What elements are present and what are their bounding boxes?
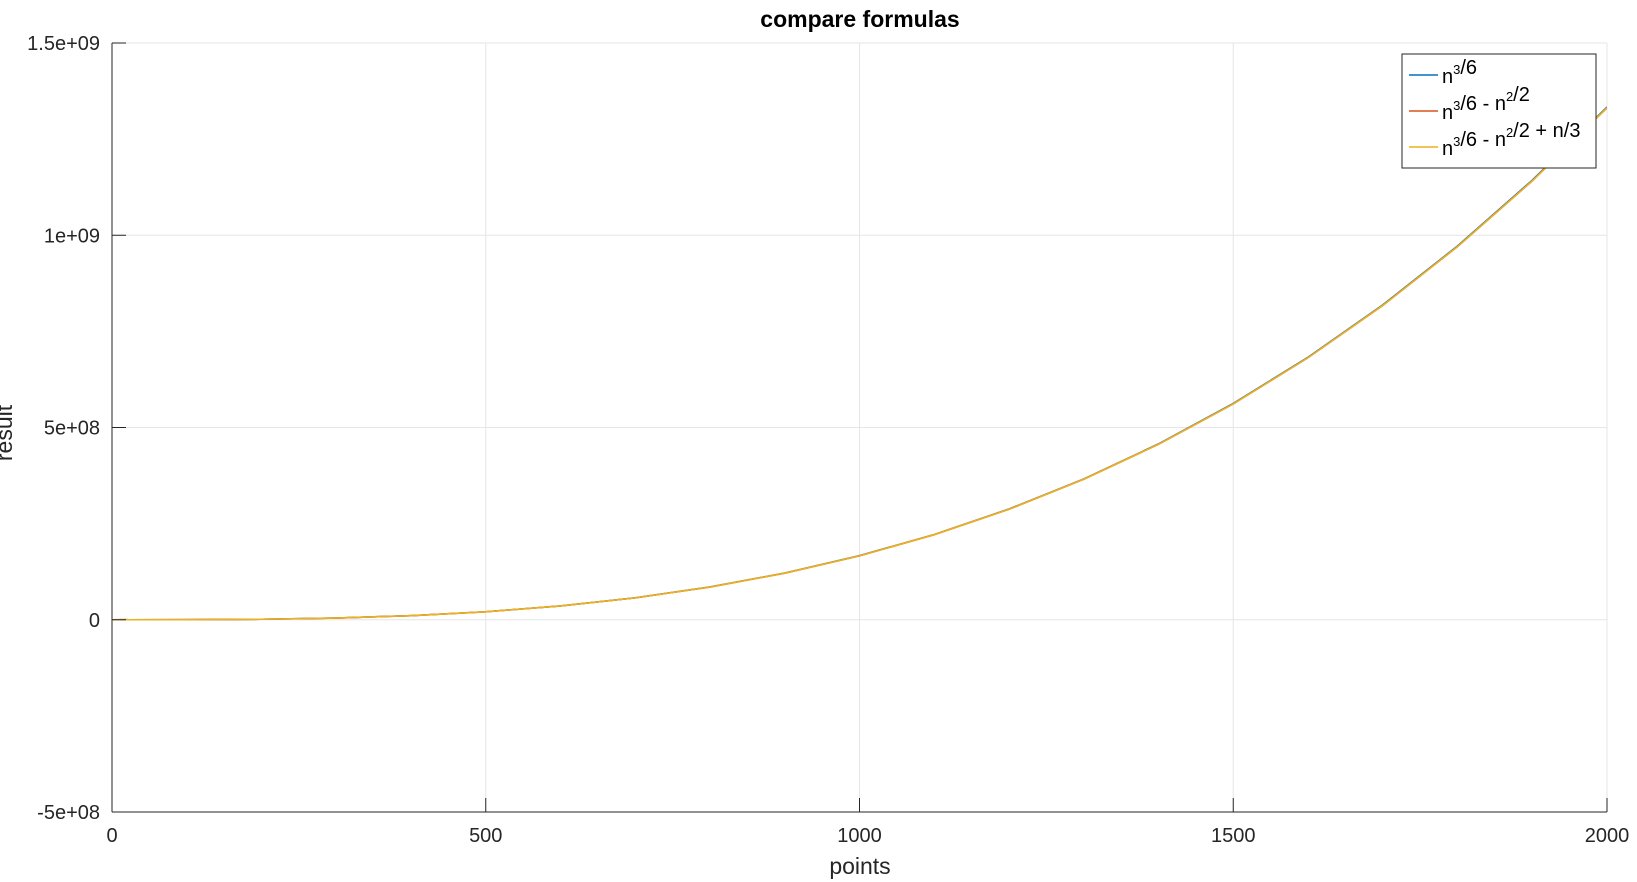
y-tick-label: 5e+08 xyxy=(44,418,100,440)
legend: n3/6n3/6 - n2/2n3/6 - n2/2 + n/3 xyxy=(1401,53,1597,169)
x-tick-label: 1000 xyxy=(837,825,882,847)
x-axis-label: points xyxy=(829,853,890,879)
axes xyxy=(111,42,1608,813)
x-tick-label: 2000 xyxy=(1585,825,1630,847)
y-tick-label: -5e+08 xyxy=(37,802,100,824)
y-tick-label: 0 xyxy=(89,610,100,632)
legend-label-2: n3/6 - n2/2 xyxy=(1442,84,1530,124)
y-tick-labels: -5e+08 0 5e+08 1e+09 1.5e+09 xyxy=(27,33,100,824)
x-tick-label: 1500 xyxy=(1211,825,1256,847)
y-tick-label: 1e+09 xyxy=(44,225,100,247)
x-tick-labels: 0 500 1000 1500 2000 xyxy=(106,825,1629,847)
y-axis-label: result xyxy=(0,404,17,461)
series-line-3 xyxy=(112,107,1607,621)
legend-label-1: n3/6 xyxy=(1442,57,1477,88)
x-tick-label: 0 xyxy=(106,825,117,847)
x-tick-label: 500 xyxy=(469,825,502,847)
legend-label-3: n3/6 - n2/2 + n/3 xyxy=(1442,120,1580,160)
chart-title: compare formulas xyxy=(760,6,959,32)
y-tick-label: 1.5e+09 xyxy=(27,33,100,55)
plot-series xyxy=(112,106,1607,621)
